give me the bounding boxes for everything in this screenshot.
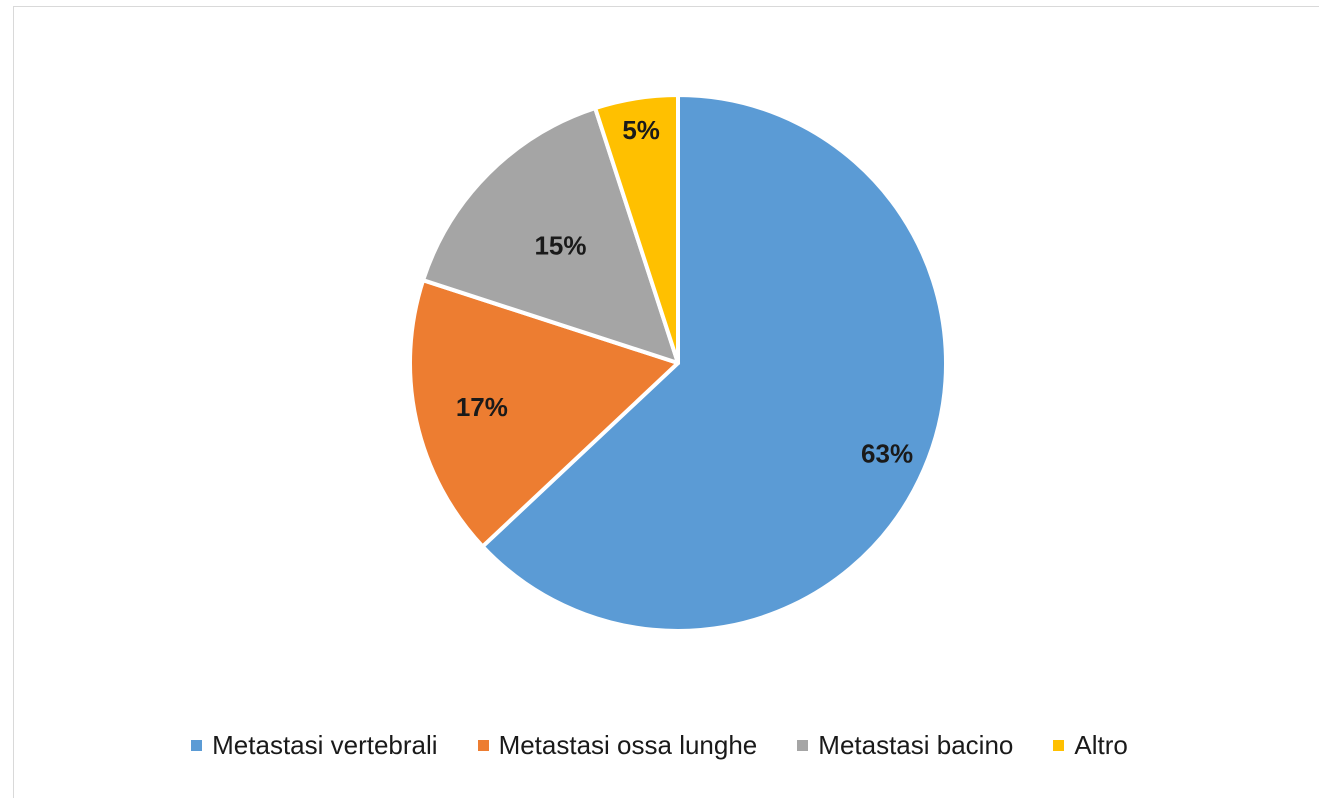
data-label-2: 17% [456, 392, 508, 422]
legend-label: Altro [1074, 730, 1128, 760]
legend: Metastasi vertebrali Metastasi ossa lungh… [0, 730, 1319, 761]
pie-slice-2 [408, 278, 680, 549]
legend-item: Metastasi vertebrali [191, 730, 438, 761]
legend-label: Metastasi bacino [818, 730, 1014, 760]
legend-swatch [797, 740, 809, 751]
data-label-4: 5% [622, 115, 660, 145]
legend-swatch [1053, 740, 1065, 751]
legend-item: Metastasi ossa lunghe [477, 730, 758, 761]
legend-item: Altro [1053, 730, 1128, 761]
pie-slice-1 [480, 93, 948, 633]
pie-slice-4 [593, 93, 680, 365]
legend-label: Metastasi vertebrali [212, 730, 438, 760]
data-label-3: 15% [534, 231, 586, 261]
legend-swatch [477, 740, 489, 751]
legend-label: Metastasi ossa lunghe [498, 730, 758, 760]
data-label-1: 63% [861, 438, 913, 468]
legend-item: Metastasi bacino [797, 730, 1013, 761]
legend-swatch [191, 740, 203, 751]
